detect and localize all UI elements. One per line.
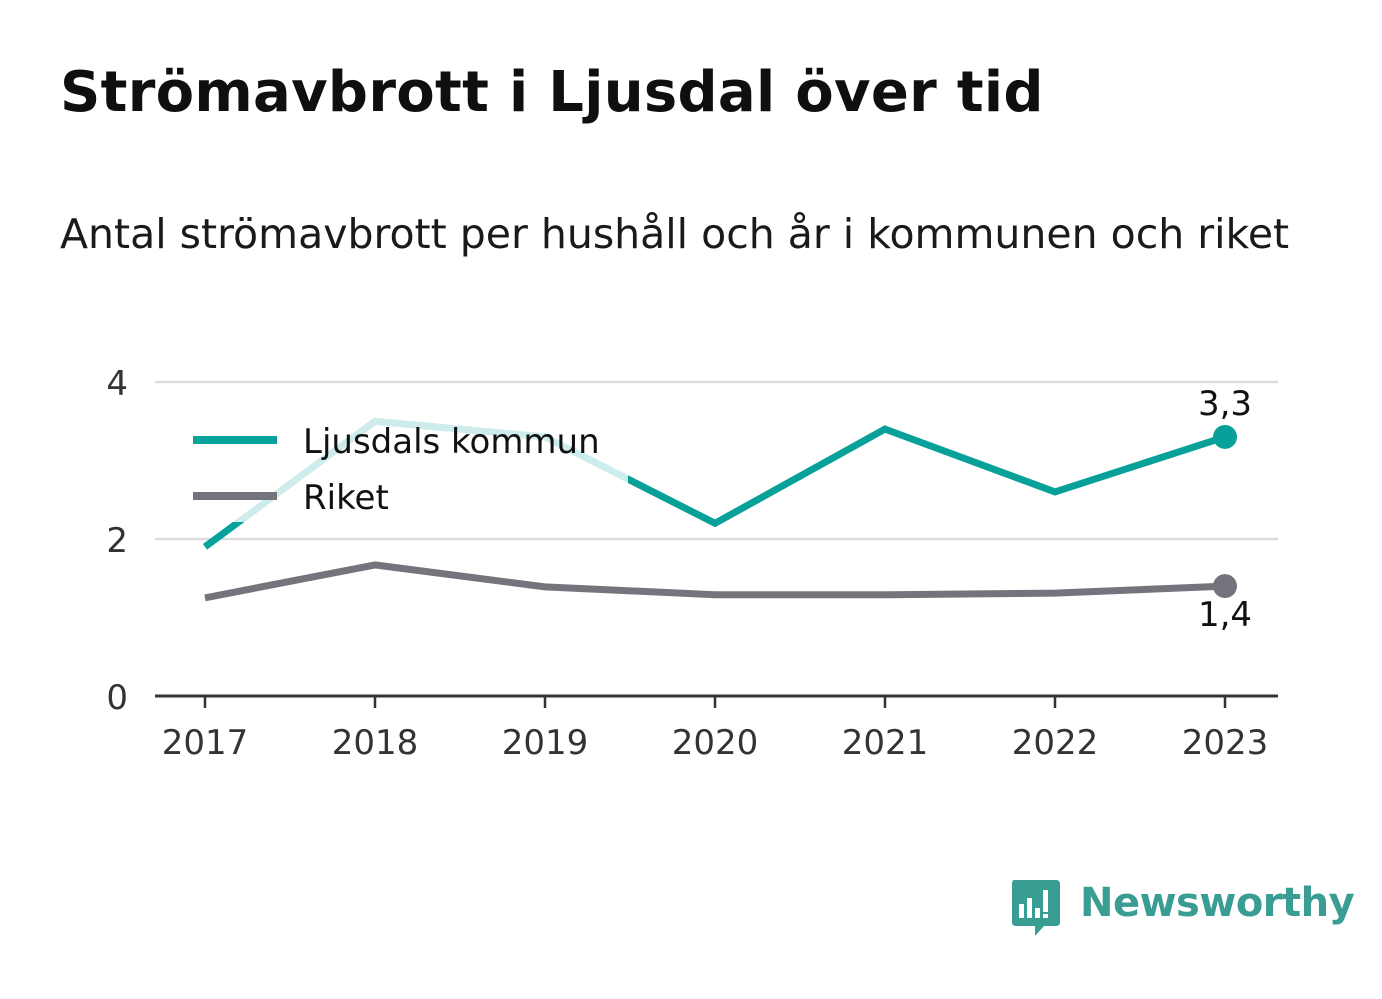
legend-background bbox=[188, 410, 628, 522]
chart-subtitle: Antal strömavbrott per hushåll och år i … bbox=[60, 210, 1290, 258]
newsworthy-bar-chart-icon bbox=[1012, 880, 1060, 936]
y-tick-label: 4 bbox=[106, 364, 128, 404]
y-tick-label: 2 bbox=[106, 521, 128, 561]
legend: Ljusdals kommun Riket bbox=[188, 410, 628, 522]
x-tick-label: 2020 bbox=[672, 723, 759, 763]
chart-title: Strömavbrott i Ljusdal över tid bbox=[60, 60, 1044, 125]
y-axis-ticks: 0 2 4 bbox=[106, 364, 128, 718]
newsworthy-logo: Newsworthy bbox=[1008, 878, 1355, 940]
gridlines bbox=[155, 380, 1278, 541]
end-value-label: 1,4 bbox=[1198, 595, 1252, 635]
y-tick-label: 0 bbox=[106, 678, 128, 718]
x-axis: 2017 2018 2019 2020 2021 2022 2023 bbox=[155, 694, 1278, 763]
end-point bbox=[1213, 424, 1237, 449]
x-tick-label: 2022 bbox=[1012, 723, 1099, 763]
logo-text: Newsworthy bbox=[1080, 880, 1355, 926]
x-tick-label: 2021 bbox=[842, 723, 929, 763]
x-tick-label: 2018 bbox=[332, 723, 419, 763]
end-value-label: 3,3 bbox=[1198, 384, 1252, 424]
end-point bbox=[1213, 574, 1237, 599]
x-tick-label: 2023 bbox=[1182, 723, 1269, 763]
x-tick-label: 2019 bbox=[502, 723, 589, 763]
legend-label: Ljusdals kommun bbox=[303, 422, 600, 462]
x-tick-label: 2017 bbox=[162, 723, 249, 763]
legend-label: Riket bbox=[303, 478, 389, 518]
series-line-riket bbox=[204, 561, 1226, 602]
